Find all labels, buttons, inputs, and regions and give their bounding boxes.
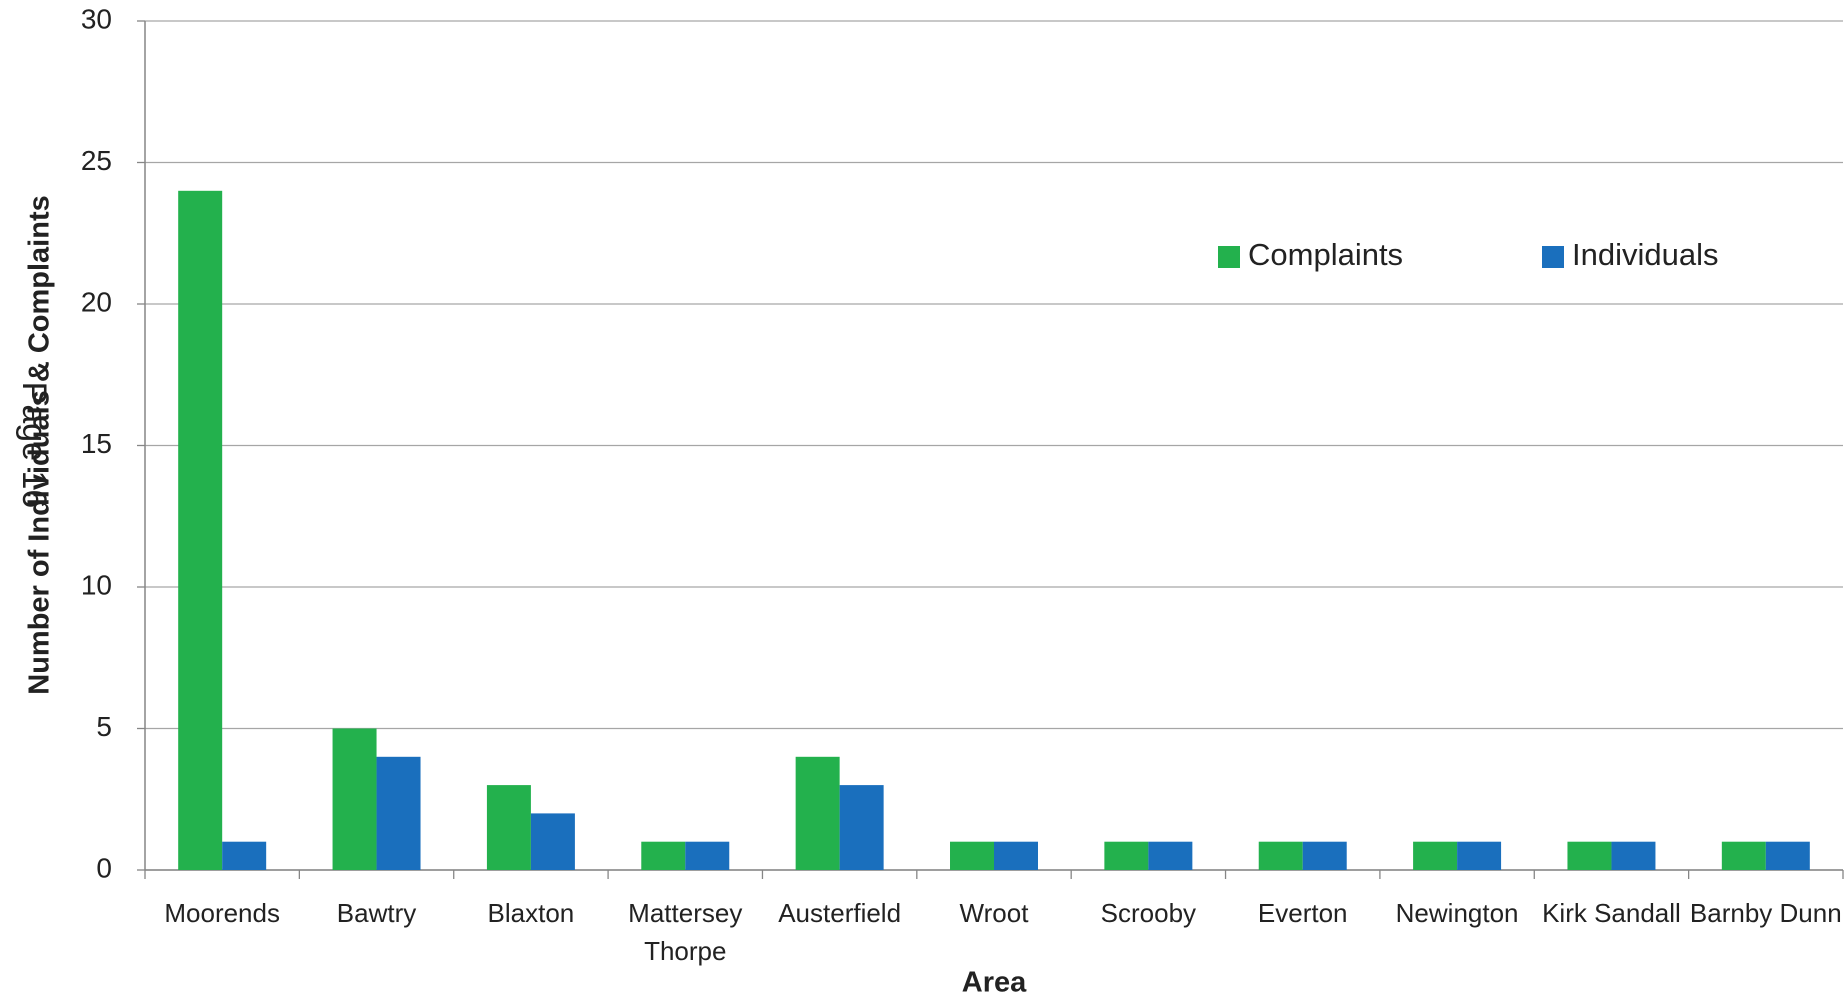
bar	[1765, 841, 1810, 870]
bar	[178, 190, 223, 871]
bar	[486, 785, 531, 870]
legend-swatch	[1218, 246, 1240, 268]
bar	[1258, 841, 1303, 870]
y-tick-label: 15	[81, 428, 112, 459]
bar	[1611, 841, 1656, 870]
y-tick-label: 0	[96, 852, 112, 883]
legend-swatch	[1542, 246, 1564, 268]
x-tick-label: Newington	[1395, 898, 1519, 928]
bar	[1104, 841, 1149, 870]
x-tick-label: Kirk Sandall	[1542, 898, 1681, 928]
x-axis-label: Area	[962, 967, 1027, 999]
bar	[994, 841, 1038, 870]
x-tick-label: Wroot	[959, 898, 1029, 928]
x-tick-label: Bawtry	[336, 898, 417, 928]
bar	[950, 841, 994, 870]
bar	[222, 841, 267, 870]
x-tick-label: Blaxton	[487, 898, 575, 928]
y-axis-label: Number of Individuals & Complaints	[24, 195, 56, 695]
bar	[1413, 841, 1458, 870]
x-tick-label: Scrooby	[1100, 898, 1197, 928]
bar	[1457, 841, 1502, 870]
x-tick-label: Moorends	[164, 898, 280, 928]
bar	[685, 841, 730, 870]
legend-label: Individuals	[1572, 237, 1718, 272]
legend-label: Complaints	[1248, 237, 1403, 272]
bar	[641, 841, 686, 870]
y-tick-label: 5	[96, 711, 112, 742]
bar	[1721, 841, 1766, 870]
bar	[1302, 841, 1347, 870]
page-number: Page 16	[15, 382, 53, 509]
bar	[839, 785, 884, 870]
y-tick-label: 20	[81, 286, 112, 317]
bar	[1148, 841, 1193, 870]
x-tick-label: Mattersey Thorpe	[628, 898, 743, 966]
x-tick-label: Barnby Dunn	[1689, 898, 1842, 928]
x-tick-label: Austerfield	[778, 898, 902, 928]
bar	[332, 728, 377, 870]
bar	[530, 813, 575, 870]
bar	[1567, 841, 1612, 870]
bar	[795, 756, 840, 870]
x-tick-label: Everton	[1257, 898, 1348, 928]
bar	[376, 756, 421, 870]
y-tick-label: 10	[81, 569, 112, 600]
y-tick-label: 30	[81, 3, 112, 34]
y-tick-label: 25	[81, 145, 112, 176]
